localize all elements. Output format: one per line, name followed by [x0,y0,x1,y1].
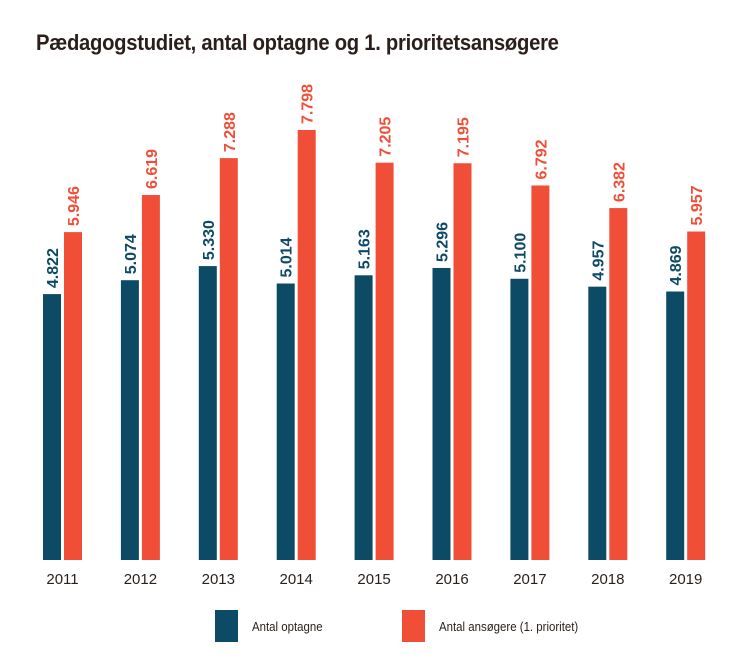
x-tick-label-2015: 2015 [357,571,390,588]
legend-item-antal-ansogere: Antal ansøgere (1. prioritet) [402,610,597,642]
bar-optagne-2018 [588,286,607,560]
bar-ansogere-2013 [219,158,238,560]
value-label-optagne-2017: 5.100 [512,233,529,273]
bar-optagne-2011 [43,294,61,560]
legend: Antal optagne Antal ansøgere (1. priorit… [0,610,750,646]
bar-optagne-2014 [276,283,295,560]
value-label-optagne-2012: 5.074 [123,234,140,274]
value-label-ansogere-2013: 7.288 [222,112,239,152]
value-label-ansogere-2011: 5.946 [66,186,83,226]
x-tick-label-2012: 2012 [124,571,157,588]
bar-optagne-2015 [354,275,373,560]
value-label-ansogere-2018: 6.382 [611,162,628,202]
x-tick-label-2017: 2017 [513,571,546,588]
value-label-ansogere-2015: 7.205 [378,117,395,157]
bar-optagne-2012 [120,280,139,560]
bar-ansogere-2017 [531,185,550,560]
bar-optagne-2016 [432,267,451,560]
value-label-ansogere-2012: 6.619 [144,149,161,189]
value-label-optagne-2018: 4.957 [590,241,607,281]
value-label-ansogere-2019: 5.957 [689,185,706,225]
bar-optagne-2019 [666,291,685,560]
bar-ansogere-2011 [64,232,82,560]
value-label-optagne-2014: 5.014 [279,237,296,277]
chart-title: Pædagogstudiet, antal optagne og 1. prio… [36,30,559,55]
value-label-optagne-2011: 4.822 [45,248,62,288]
x-tick-label-2014: 2014 [280,571,313,588]
value-label-optagne-2013: 5.330 [201,220,218,260]
legend-swatch-antal-optagne [215,610,238,642]
bar-chart: 4.822 5.946 2011 5.074 6.619 2012 5.330 7.288 20… [43,84,706,588]
legend-label-antal-ansogere: Antal ansøgere (1. prioritet) [439,618,579,634]
bar-ansogere-2018 [609,208,628,561]
x-tick-label-2019: 2019 [669,571,702,588]
bar-ansogere-2014 [297,130,316,560]
x-tick-label-2016: 2016 [435,571,468,588]
value-label-optagne-2015: 5.163 [357,229,374,269]
bar-ansogere-2016 [453,163,472,560]
x-tick-label-2018: 2018 [591,571,624,588]
value-label-ansogere-2017: 6.792 [533,139,550,179]
legend-swatch-antal-ansogere [402,610,425,642]
x-tick-label-2013: 2013 [202,571,235,588]
x-tick-label-2011: 2011 [46,571,78,588]
value-label-ansogere-2016: 7.195 [456,117,473,157]
bar-ansogere-2019 [687,231,706,560]
legend-label-antal-optagne: Antal optagne [252,618,323,634]
bar-ansogere-2015 [375,162,394,561]
value-label-optagne-2016: 5.296 [435,222,452,262]
value-label-ansogere-2014: 7.798 [300,84,317,124]
bar-ansogere-2012 [141,195,160,560]
bar-optagne-2013 [198,266,217,560]
bar-optagne-2017 [510,278,529,560]
legend-item-antal-optagne: Antal optagne [215,610,332,642]
value-label-optagne-2019: 4.869 [668,245,685,285]
